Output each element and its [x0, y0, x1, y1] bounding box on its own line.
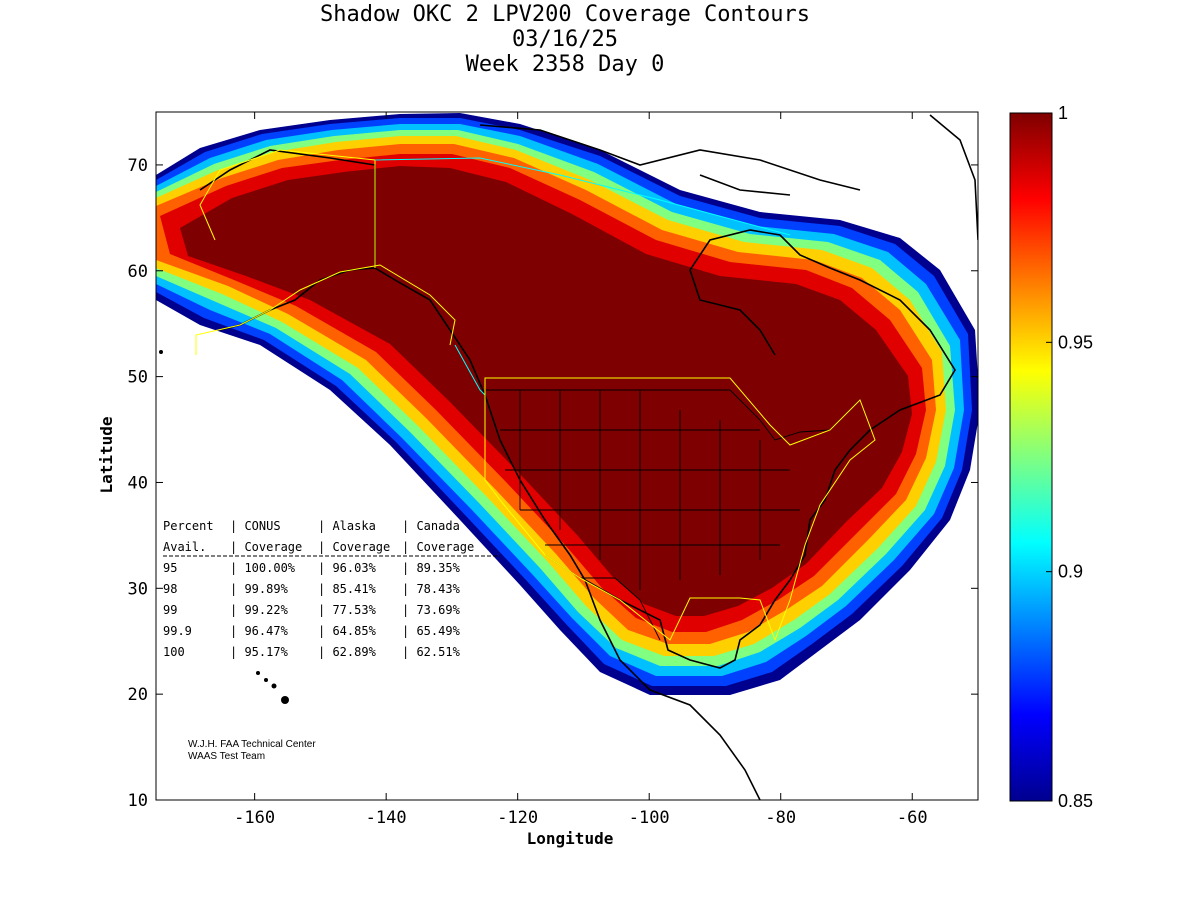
table-cell: | 78.43% — [402, 582, 461, 596]
plot-border — [155, 111, 979, 801]
colorbar-tick-label: 1 — [1058, 103, 1068, 123]
table-header-cell: | Alaska — [318, 519, 376, 533]
table-cell: | 62.51% — [402, 645, 461, 659]
table-header-cell: Avail. — [163, 540, 206, 554]
x-tick-label: -100 — [629, 808, 670, 828]
coverage-contours — [156, 113, 978, 695]
x-tick-label: -80 — [765, 808, 796, 828]
mexico-central-america — [584, 579, 761, 800]
table-cell: | 85.41% — [318, 582, 377, 596]
table-cell: | 99.22% — [230, 603, 289, 617]
table-cell: | 96.03% — [318, 561, 377, 575]
table-cell: | 65.49% — [402, 624, 461, 638]
y-tick-label: 30 — [128, 579, 148, 599]
table-cell: 100 — [163, 645, 185, 659]
state-grid — [500, 390, 800, 590]
table-cell: | 89.35% — [402, 561, 461, 575]
x-tick-label: -60 — [897, 808, 928, 828]
x-axis-ticks: -160 -140 -120 -100 -80 -60 — [234, 112, 928, 828]
table-cell: 99.9 — [163, 624, 192, 638]
chart-date: 03/16/25 — [512, 27, 618, 52]
table-header-cell: | Canada — [402, 519, 460, 533]
hawaii-islands — [159, 350, 289, 704]
table-cell: 98 — [163, 582, 177, 596]
credit-line-1: W.J.H. FAA Technical Center — [188, 739, 316, 750]
y-tick-label: 60 — [128, 262, 148, 282]
y-tick-label: 10 — [128, 791, 148, 811]
contour-1.0 — [180, 166, 912, 616]
table-cell: | 99.89% — [230, 582, 289, 596]
colorbar-tick-label: 0.95 — [1058, 332, 1093, 352]
y-tick-label: 20 — [128, 685, 148, 705]
table-header-cell: | CONUS — [230, 519, 281, 533]
table-cell: | 64.85% — [318, 624, 377, 638]
x-axis-label: Longitude — [527, 829, 614, 848]
x-tick-label: -160 — [234, 808, 275, 828]
colorbar-tick-label: 0.85 — [1058, 791, 1093, 811]
colorbar — [1009, 112, 1053, 802]
table-header-cell: Percent — [163, 519, 214, 533]
x-tick-label: -120 — [497, 808, 538, 828]
conus-outline — [484, 377, 876, 642]
greenland-coast — [929, 114, 978, 241]
table-header-cell: | Coverage — [318, 540, 390, 554]
table-cell: | 100.00% — [230, 561, 296, 575]
canada-outline — [374, 157, 791, 396]
alaska-outline — [195, 149, 456, 355]
table-cell: 95 — [163, 561, 177, 575]
table-cell: | 77.53% — [318, 603, 377, 617]
table-cell: 99 — [163, 603, 177, 617]
chart-title: Shadow OKC 2 LPV200 Coverage Contours — [319, 2, 811, 27]
colorbar-ticks: 1 0.95 0.9 0.85 — [1046, 103, 1093, 811]
y-tick-label: 40 — [128, 473, 148, 493]
x-tick-label: -140 — [366, 808, 407, 828]
table-cell: | 96.47% — [230, 624, 289, 638]
y-axis-label: Latitude — [97, 416, 116, 493]
y-tick-label: 70 — [128, 156, 148, 176]
credit-line-2: WAAS Test Team — [188, 751, 265, 762]
chart-week: Week 2358 Day 0 — [465, 52, 665, 77]
table-header-cell: | Coverage — [230, 540, 302, 554]
table-cell: | 73.69% — [402, 603, 461, 617]
colorbar-tick-label: 0.9 — [1058, 562, 1083, 582]
table-header-cell: | Coverage — [402, 540, 474, 554]
table-cell: | 62.89% — [318, 645, 377, 659]
table-cell: | 95.17% — [230, 645, 289, 659]
y-axis-ticks: 70 60 50 40 30 20 10 — [128, 156, 978, 811]
arctic-islands — [479, 124, 861, 196]
coverage-table: Percent | CONUS | Alaska | Canada Avail. | Co… — [163, 519, 474, 659]
north-america-coast — [449, 229, 956, 669]
y-tick-label: 50 — [128, 368, 148, 388]
region-outlines — [195, 149, 876, 642]
